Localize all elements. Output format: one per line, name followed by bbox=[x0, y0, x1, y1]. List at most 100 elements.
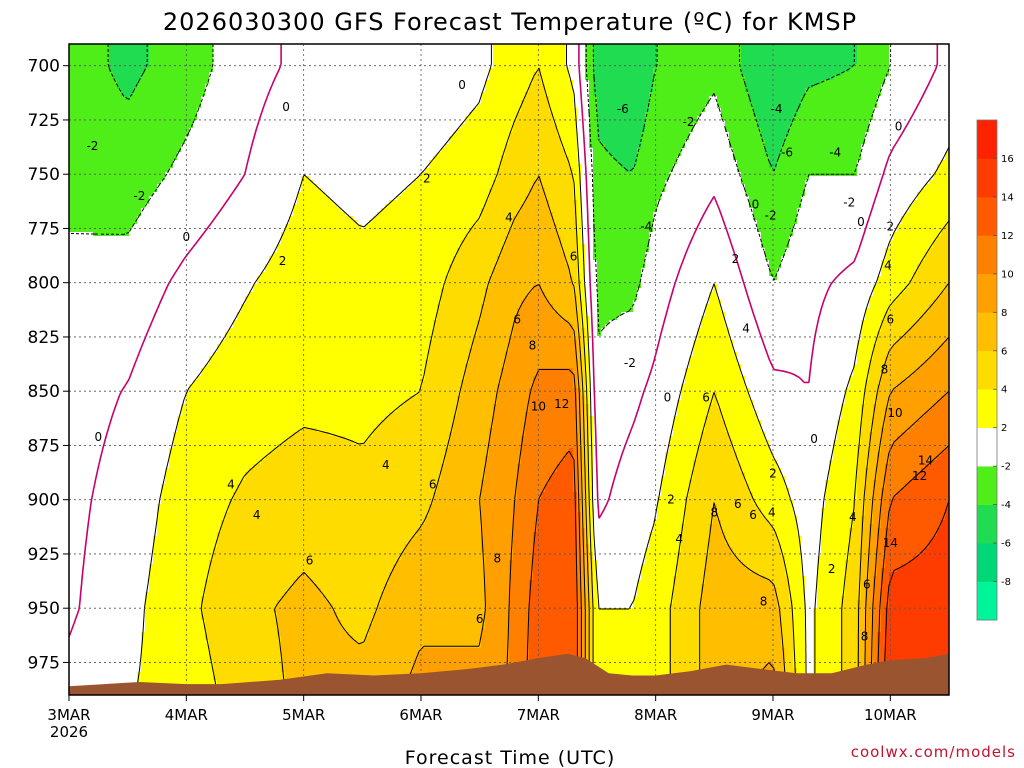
temperature-cell bbox=[221, 44, 226, 341]
temperature-cell bbox=[833, 176, 838, 441]
temperature-cell bbox=[929, 248, 934, 305]
temperature-cell bbox=[117, 44, 122, 89]
temperature-cell bbox=[809, 88, 814, 177]
temperature-cell bbox=[513, 44, 518, 121]
temperature-cell bbox=[765, 156, 770, 261]
temperature-cell bbox=[781, 476, 786, 557]
temperature-cell bbox=[101, 236, 106, 695]
temperature-cell bbox=[409, 396, 414, 541]
temperature-cell bbox=[109, 44, 114, 73]
temperature-cell bbox=[581, 328, 586, 397]
temperature-cell bbox=[565, 264, 570, 321]
temperature-cell bbox=[437, 648, 442, 695]
temperature-cell bbox=[917, 368, 922, 421]
temperature-cell bbox=[621, 608, 626, 695]
legend-swatch bbox=[977, 273, 997, 313]
temperature-cell bbox=[925, 252, 930, 313]
temperature-cell bbox=[925, 44, 930, 185]
y-axis: 700 725 750 775 800 825 850 875 900 925 950 975 bbox=[28, 57, 69, 673]
temperature-cell bbox=[125, 100, 130, 237]
temperature-cell bbox=[909, 204, 914, 281]
temperature-cell bbox=[81, 232, 86, 695]
temperature-cell bbox=[461, 124, 466, 241]
temperature-cell bbox=[289, 588, 294, 695]
temperature-cell bbox=[181, 44, 186, 145]
credit-link[interactable]: coolwx.com/models bbox=[851, 743, 1016, 761]
temperature-cell bbox=[465, 236, 470, 365]
temperature-cell bbox=[885, 464, 890, 529]
temperature-cell bbox=[537, 176, 542, 285]
temperature-cell bbox=[881, 488, 886, 569]
temperature-cell bbox=[213, 44, 218, 353]
temperature-cell bbox=[861, 144, 866, 321]
temperature-cell bbox=[309, 44, 314, 181]
temperature-cell bbox=[141, 632, 146, 695]
legend-label: 8 bbox=[1001, 308, 1007, 319]
temperature-cell bbox=[925, 412, 930, 465]
temperature-cell bbox=[621, 168, 626, 313]
temperature-cell bbox=[529, 44, 534, 85]
temperature-cell bbox=[469, 348, 474, 649]
temperature-cell bbox=[809, 44, 814, 89]
temperature-cell bbox=[605, 152, 610, 325]
temperature-cell bbox=[605, 44, 610, 153]
temperature-cell bbox=[545, 96, 550, 201]
temperature-cell bbox=[517, 308, 522, 465]
contour-label: 4 bbox=[742, 321, 750, 335]
temperature-cell bbox=[641, 564, 646, 695]
temperature-cell bbox=[405, 400, 410, 545]
temperature-cell bbox=[473, 108, 478, 225]
temperature-cell bbox=[433, 44, 438, 157]
temperature-cell bbox=[549, 44, 554, 113]
temperature-cell bbox=[353, 640, 358, 695]
x-tick-label: 9MAR bbox=[751, 706, 794, 724]
temperature-cell bbox=[641, 132, 646, 269]
temperature-cell bbox=[273, 448, 278, 609]
temperature-cell bbox=[529, 188, 534, 293]
temperature-cell bbox=[217, 344, 222, 533]
temperature-cell bbox=[881, 568, 886, 695]
temperature-cell bbox=[285, 44, 290, 225]
temperature-cell bbox=[489, 68, 494, 189]
temperature-cell bbox=[513, 120, 518, 217]
temperature-cell bbox=[709, 44, 714, 97]
temperature-cell bbox=[553, 44, 558, 125]
temperature-cell bbox=[833, 76, 838, 177]
temperature-cell bbox=[485, 44, 490, 81]
temperature-cell bbox=[893, 496, 898, 573]
temperature-cell bbox=[301, 44, 306, 177]
temperature-cell bbox=[681, 384, 686, 525]
temperature-cell bbox=[661, 192, 666, 477]
temperature-cell bbox=[721, 312, 726, 421]
temperature-cell bbox=[329, 200, 334, 437]
temperature-cell bbox=[565, 320, 570, 369]
temperature-cell bbox=[861, 320, 866, 405]
temperature-cell bbox=[869, 44, 874, 121]
temperature-cell bbox=[389, 412, 394, 573]
temperature-cell bbox=[749, 208, 754, 401]
temperature-cell bbox=[773, 532, 778, 589]
temperature-cell bbox=[713, 44, 718, 97]
temperature-cell bbox=[941, 452, 946, 521]
legend-swatch bbox=[977, 543, 997, 582]
x-tick-label: 7MAR bbox=[517, 706, 560, 724]
temperature-cell bbox=[837, 76, 842, 177]
temperature-cell bbox=[549, 112, 554, 213]
temperature-cell bbox=[557, 44, 562, 137]
temperature-cell bbox=[929, 304, 934, 357]
temperature-cell bbox=[681, 524, 686, 695]
temperature-cell bbox=[741, 44, 746, 77]
temperature-cell bbox=[441, 148, 446, 289]
temperature-cell bbox=[329, 436, 334, 605]
temperature-cell bbox=[921, 260, 926, 317]
temperature-cell bbox=[753, 412, 758, 505]
temperature-cell bbox=[193, 380, 198, 695]
temperature-cell bbox=[877, 528, 882, 633]
contour-line--4 bbox=[107, 44, 855, 173]
temperature-cell bbox=[581, 244, 586, 329]
temperature-cell bbox=[649, 44, 654, 93]
temperature-cell bbox=[577, 336, 582, 389]
temperature-cell bbox=[761, 432, 766, 517]
temperature-cell bbox=[269, 452, 274, 695]
